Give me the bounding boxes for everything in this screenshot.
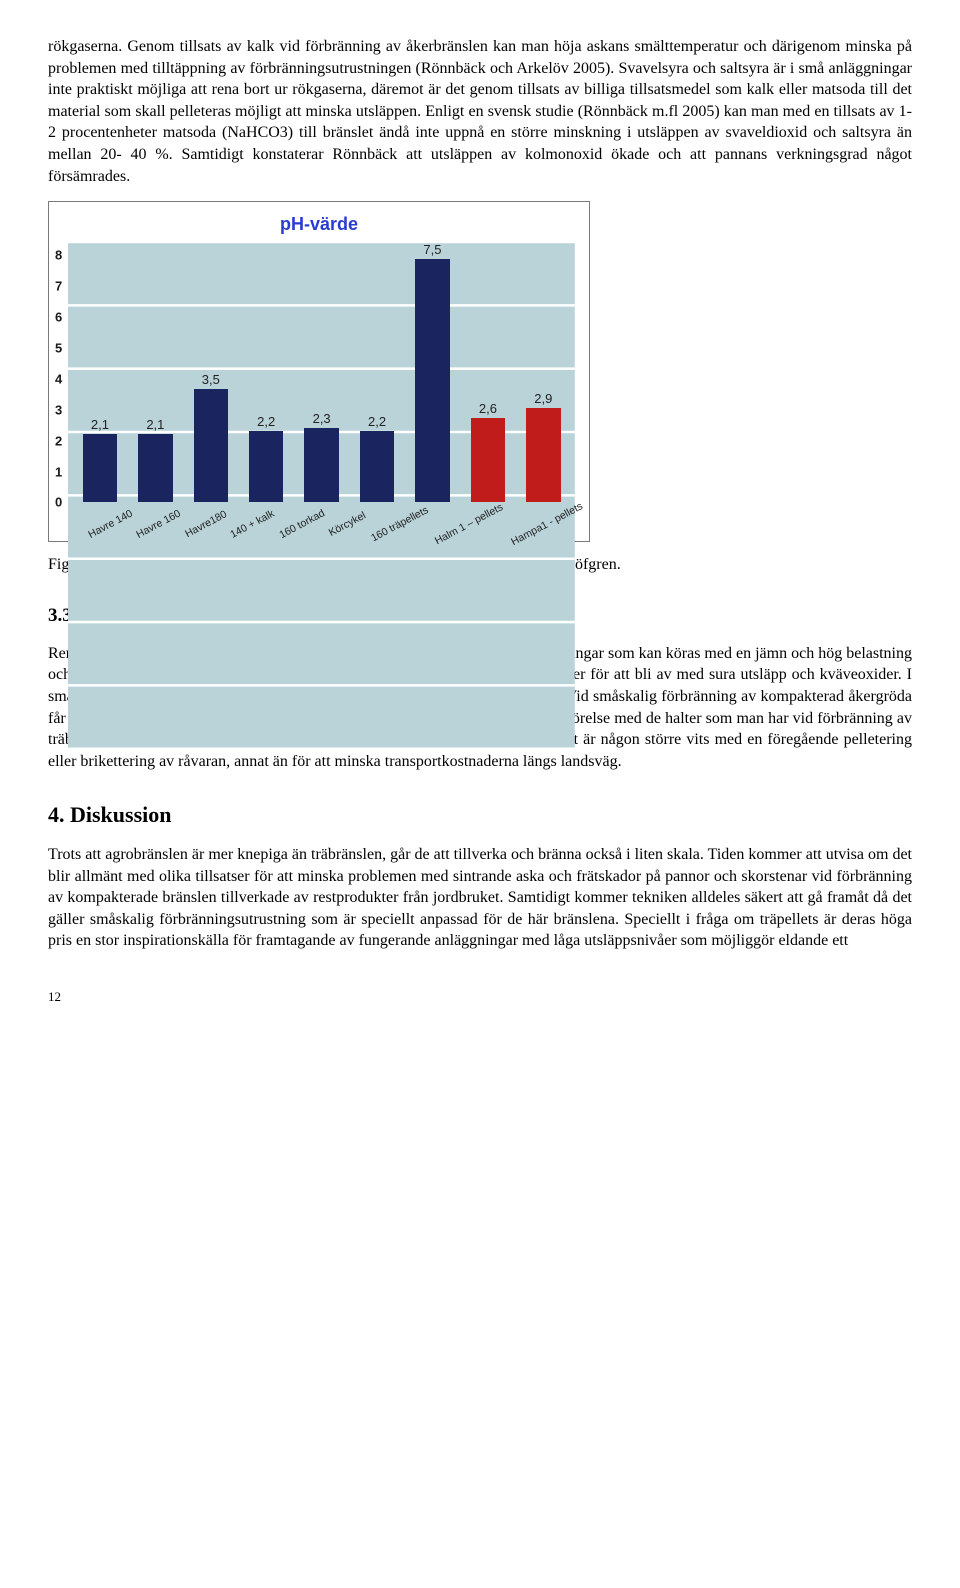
bar: 2,1 bbox=[138, 434, 172, 502]
chart-title: pH-värde bbox=[49, 202, 589, 242]
paragraph-intro: rökgaserna. Genom tillsats av kalk vid f… bbox=[48, 36, 912, 187]
chart-plot-area: 2,12,13,52,22,32,27,52,62,9 bbox=[68, 242, 575, 502]
bar-value-label: 2,9 bbox=[534, 390, 552, 408]
bar: 3,5 bbox=[194, 389, 228, 503]
bar-value-label: 2,6 bbox=[479, 400, 497, 418]
bar: 2,1 bbox=[83, 434, 117, 502]
bar: 7,5 bbox=[415, 259, 449, 503]
page-number: 12 bbox=[48, 988, 912, 1006]
chart-bars: 2,12,13,52,22,32,27,52,62,9 bbox=[68, 242, 575, 502]
bar-column: 2,2 bbox=[349, 242, 404, 502]
bar-column: 3,5 bbox=[183, 242, 238, 502]
bar-column: 2,1 bbox=[72, 242, 127, 502]
y-tick: 1 bbox=[55, 465, 62, 478]
bar-column: 2,6 bbox=[460, 242, 515, 502]
bar-column: 7,5 bbox=[405, 242, 460, 502]
bar-value-label: 2,3 bbox=[313, 410, 331, 428]
bar: 2,2 bbox=[360, 431, 394, 503]
section-4-body: Trots att agrobränslen är mer knepiga än… bbox=[48, 844, 912, 952]
bar-value-label: 2,2 bbox=[368, 413, 386, 431]
bar-value-label: 2,2 bbox=[257, 413, 275, 431]
y-tick: 4 bbox=[55, 372, 62, 385]
section-4-heading: 4. Diskussion bbox=[48, 800, 912, 830]
ph-chart: pH-värde 012345678 2,12,13,52,22,32,27,5… bbox=[48, 201, 590, 541]
bar: 2,3 bbox=[304, 428, 338, 503]
y-tick: 5 bbox=[55, 342, 62, 355]
chart-y-axis: 012345678 bbox=[55, 242, 68, 502]
y-tick: 8 bbox=[55, 249, 62, 262]
y-tick: 7 bbox=[55, 280, 62, 293]
bar: 2,6 bbox=[471, 418, 505, 503]
bar-column: 2,9 bbox=[516, 242, 571, 502]
y-tick: 3 bbox=[55, 403, 62, 416]
bar: 2,9 bbox=[526, 408, 560, 502]
bar-value-label: 2,1 bbox=[146, 416, 164, 434]
y-tick: 6 bbox=[55, 311, 62, 324]
bar-value-label: 7,5 bbox=[423, 241, 441, 259]
bar-value-label: 2,1 bbox=[91, 416, 109, 434]
bar-value-label: 3,5 bbox=[202, 371, 220, 389]
bar-column: 2,2 bbox=[239, 242, 294, 502]
bar-column: 2,3 bbox=[294, 242, 349, 502]
y-tick: 0 bbox=[55, 496, 62, 509]
y-tick: 2 bbox=[55, 434, 62, 447]
bar: 2,2 bbox=[249, 431, 283, 503]
bar-column: 2,1 bbox=[128, 242, 183, 502]
